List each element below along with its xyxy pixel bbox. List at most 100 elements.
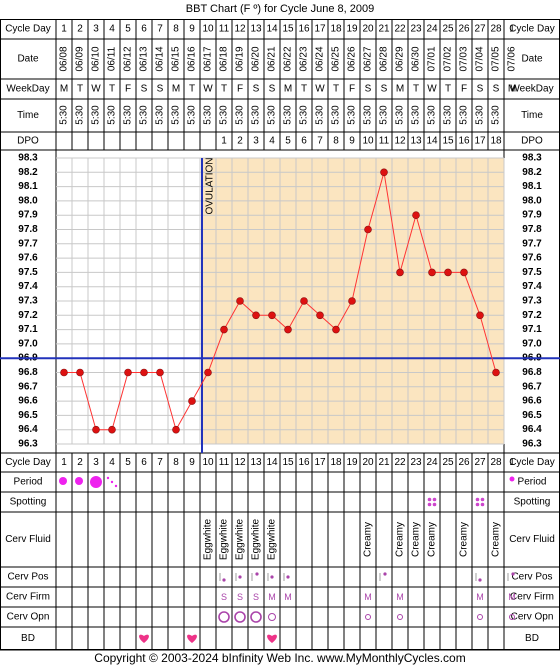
spotting-dot	[427, 502, 432, 507]
y-tick-label: 96.4	[18, 424, 38, 435]
cycle-day-label-bottom: 26	[458, 457, 470, 468]
cycle-day-label-bottom: 14	[266, 457, 278, 468]
cycle-day-label: 23	[410, 24, 422, 35]
spotting-dot	[475, 497, 480, 502]
row-label-right-date: Date	[521, 54, 543, 65]
row-label-bottom-period: Period	[14, 477, 43, 488]
cycle-day-label-bottom: 12	[234, 457, 246, 468]
date-label: 06/08	[59, 46, 70, 71]
cerv-opn-marker	[477, 614, 483, 620]
row-label-bottom-right-spotting: Spotting	[514, 497, 551, 508]
weekday-label: M	[508, 84, 516, 95]
cycle-day-label: 11	[219, 24, 230, 35]
date-label: 06/12	[123, 46, 134, 71]
y-tick-label: 97.6	[18, 253, 38, 264]
row-label-bottom-cerv_firm: Cerv Firm	[6, 592, 50, 603]
cerv-fluid-label: Eggwhite	[251, 518, 262, 560]
cycle-day-label-bottom: 28	[490, 457, 502, 468]
cycle-day-label-bottom: 1	[509, 457, 515, 468]
weekday-label: W	[91, 84, 101, 95]
cycle-day-label-bottom: 15	[282, 457, 294, 468]
dpo-label: 14	[426, 136, 438, 147]
weekday-label: M	[172, 84, 180, 95]
period-spotting-dot	[114, 484, 118, 488]
cycle-day-label-bottom: 27	[474, 457, 486, 468]
cycle-day-label-bottom: 8	[173, 457, 179, 468]
row-label-right-cycle_day: Cycle Day	[509, 24, 555, 35]
dpo-label: 11	[379, 136, 390, 147]
row-label-weekday: WeekDay	[6, 84, 49, 95]
weekday-label: T	[189, 84, 195, 95]
time-label: 5:30	[91, 105, 102, 125]
temperature-point	[108, 425, 116, 434]
cycle-day-label: 1	[61, 24, 67, 35]
bd-heart-icon	[187, 634, 197, 643]
cycle-day-label: 14	[266, 24, 278, 35]
weekday-label: W	[203, 84, 213, 95]
weekday-label: F	[125, 84, 131, 95]
cycle-day-label: 24	[426, 24, 438, 35]
cycle-day-label-bottom: 23	[410, 457, 422, 468]
time-label: 5:30	[427, 105, 438, 125]
weekday-label: W	[427, 84, 437, 95]
date-label: 06/26	[347, 46, 358, 71]
row-label-bottom-cerv_fluid: Cerv Fluid	[5, 534, 51, 545]
y-tick-label-right: 97.6	[522, 253, 542, 264]
cerv-fluid-label: Eggwhite	[267, 518, 278, 560]
cerv-opn-marker	[218, 611, 230, 623]
cycle-day-label: 9	[189, 24, 195, 35]
date-label: 06/29	[395, 46, 406, 71]
time-label: 5:30	[75, 105, 86, 125]
weekday-label: M	[60, 84, 68, 95]
y-tick-label: 97.1	[18, 324, 38, 335]
weekday-label: T	[333, 84, 339, 95]
y-tick-label-right: 97.1	[522, 324, 542, 335]
date-label: 06/21	[267, 46, 278, 71]
cerv-firm-label: S	[221, 592, 227, 602]
y-tick-label: 97.0	[18, 338, 38, 349]
y-tick-label-right: 98.3	[522, 153, 542, 164]
row-label-dpo: DPO	[17, 136, 39, 147]
cycle-day-label: 21	[378, 24, 390, 35]
y-tick-label: 98.0	[18, 195, 38, 206]
time-label: 5:30	[59, 105, 70, 125]
date-label: 06/14	[155, 46, 166, 71]
row-label-bottom-right-cerv_pos: Cerv Pos	[511, 572, 552, 583]
dpo-label: 7	[317, 136, 323, 147]
y-tick-label: 96.3	[18, 439, 38, 450]
temperature-point	[396, 268, 404, 277]
cycle-day-label: 26	[458, 24, 470, 35]
date-label: 06/10	[91, 46, 102, 71]
date-label: 06/11	[107, 46, 118, 71]
time-label: 5:30	[331, 105, 342, 125]
cycle-day-label-bottom: 4	[109, 457, 115, 468]
time-label: 5:30	[475, 105, 486, 125]
y-tick-label: 97.3	[18, 296, 38, 307]
date-label: 06/28	[379, 46, 390, 71]
temperature-point	[380, 168, 388, 177]
temperature-point	[412, 211, 420, 219]
cerv-pos-marker	[238, 575, 242, 579]
date-label: 07/04	[475, 46, 486, 71]
period-heavy-marker	[75, 477, 83, 485]
row-label-bottom-right-cycle_day: Cycle Day	[509, 457, 555, 468]
temperature-point	[332, 325, 340, 334]
time-label: 5:30	[411, 105, 422, 125]
cycle-day-label-bottom: 16	[298, 457, 310, 468]
cerv-pos-marker	[222, 578, 226, 582]
row-label-time: Time	[17, 110, 39, 121]
cycle-day-label-bottom: 2	[77, 457, 83, 468]
time-label: 5:30	[379, 105, 390, 125]
y-tick-label-right: 96.6	[522, 396, 542, 407]
temperature-point	[492, 368, 500, 377]
time-label: 5:30	[267, 105, 278, 125]
cycle-day-label-bottom: 25	[442, 457, 454, 468]
row-label-bottom-cerv_opn: Cerv Opn	[7, 612, 50, 623]
y-tick-label-right: 96.4	[522, 424, 542, 435]
dpo-label: 12	[394, 136, 406, 147]
cerv-firm-label: M	[364, 592, 372, 602]
date-label: 06/23	[299, 46, 310, 71]
cerv-pos-marker	[511, 572, 515, 576]
cerv-firm-label: M	[508, 592, 516, 602]
